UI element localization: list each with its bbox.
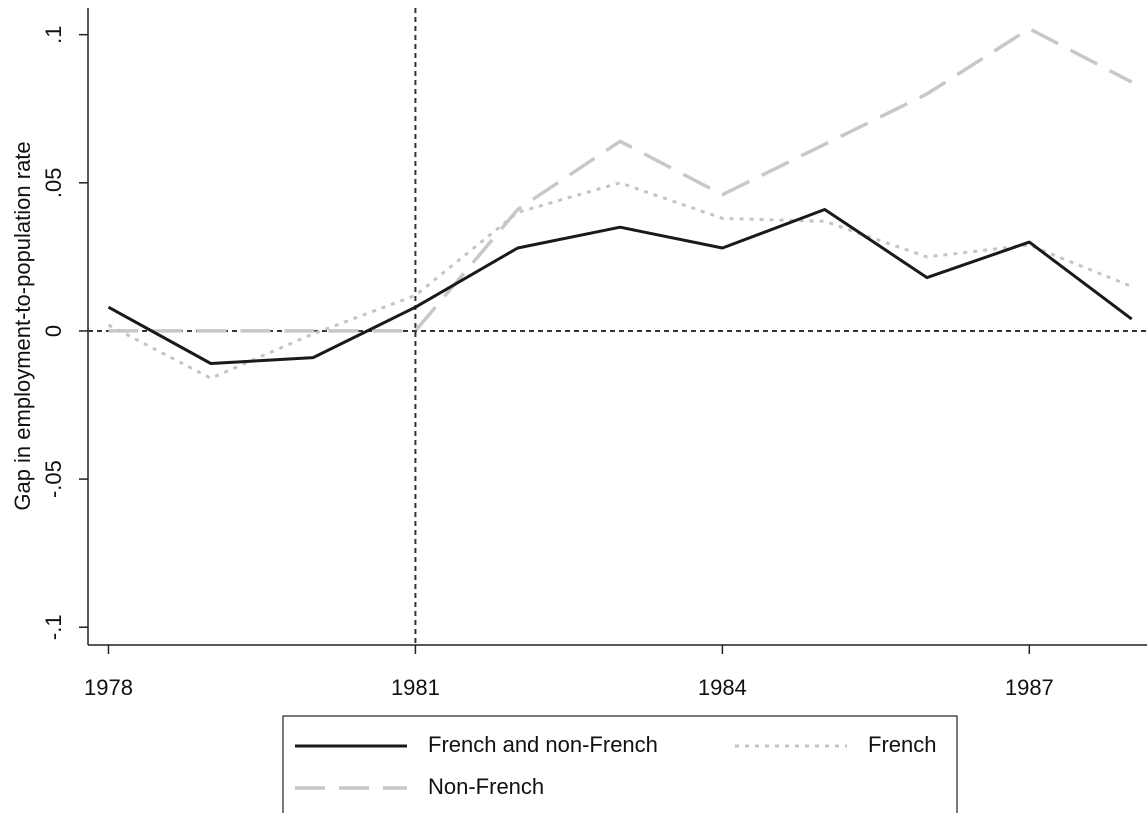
x-tick-label: 1981: [391, 675, 440, 700]
y-tick-label: .05: [41, 168, 66, 199]
x-tick-label: 1978: [84, 675, 133, 700]
y-tick-label: -.1: [41, 614, 66, 640]
y-tick-label: .1: [41, 25, 66, 43]
series-line: [108, 26, 1133, 333]
series-line: [107, 208, 1133, 365]
y-tick-label: -.05: [41, 460, 66, 498]
x-tick-label: 1984: [698, 675, 747, 700]
legend-label: Non-French: [428, 774, 544, 799]
x-tick-label: 1987: [1005, 675, 1054, 700]
series-line: [107, 181, 1133, 380]
legend-box: [282, 715, 958, 813]
legend-label: French: [868, 732, 936, 757]
legend-label: French and non-French: [428, 732, 658, 757]
y-axis-label: Gap in employment-to-population rate: [10, 141, 35, 510]
y-tick-label: 0: [41, 325, 66, 337]
